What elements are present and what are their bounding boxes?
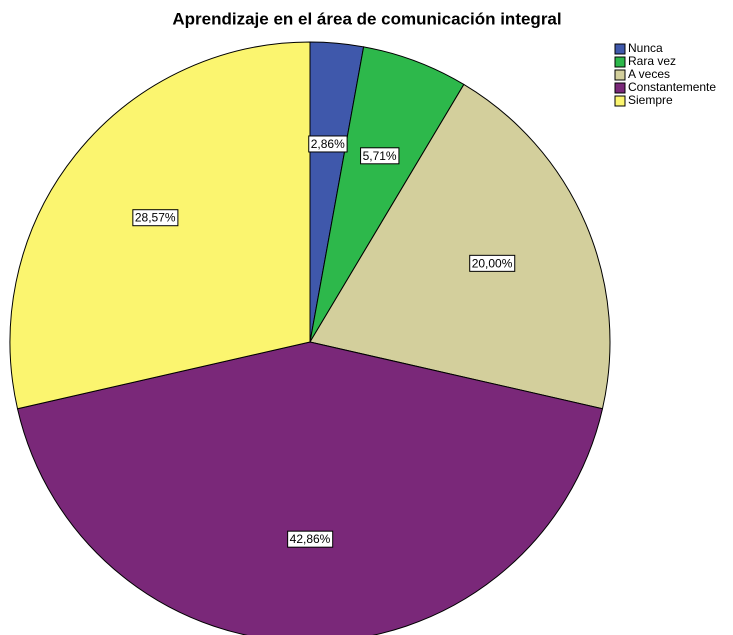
data-label: 5,71% xyxy=(360,147,400,165)
data-label-text: 28,57% xyxy=(135,211,176,225)
data-label-text: 42,86% xyxy=(290,532,331,546)
legend-swatch xyxy=(614,56,626,68)
data-label: 42,86% xyxy=(287,530,334,548)
legend-swatch xyxy=(614,95,626,107)
legend-text: Nunca xyxy=(628,41,663,55)
data-label-box xyxy=(287,530,334,548)
data-label-box xyxy=(132,209,179,227)
data-label-text: 5,71% xyxy=(363,149,397,163)
legend-swatch xyxy=(614,82,626,94)
data-label-box xyxy=(469,254,516,272)
data-label: 28,57% xyxy=(132,209,179,227)
data-label-box xyxy=(360,147,400,165)
data-label: 20,00% xyxy=(469,254,516,272)
legend-swatch xyxy=(614,43,626,55)
data-label-text: 20,00% xyxy=(472,256,513,270)
data-label-box xyxy=(308,135,348,153)
legend-text: Rara vez xyxy=(628,54,676,68)
legend-text: Siempre xyxy=(628,93,673,107)
legend-text: A veces xyxy=(628,67,670,81)
legend-swatch xyxy=(614,69,626,81)
data-label: 2,86% xyxy=(308,135,348,153)
chart-title: Aprendizaje en el área de comunicación i… xyxy=(172,9,561,28)
data-label-text: 2,86% xyxy=(311,137,345,151)
pie-slice xyxy=(309,83,611,410)
pie-slice xyxy=(16,341,604,635)
legend-text: Constantemente xyxy=(628,80,716,94)
